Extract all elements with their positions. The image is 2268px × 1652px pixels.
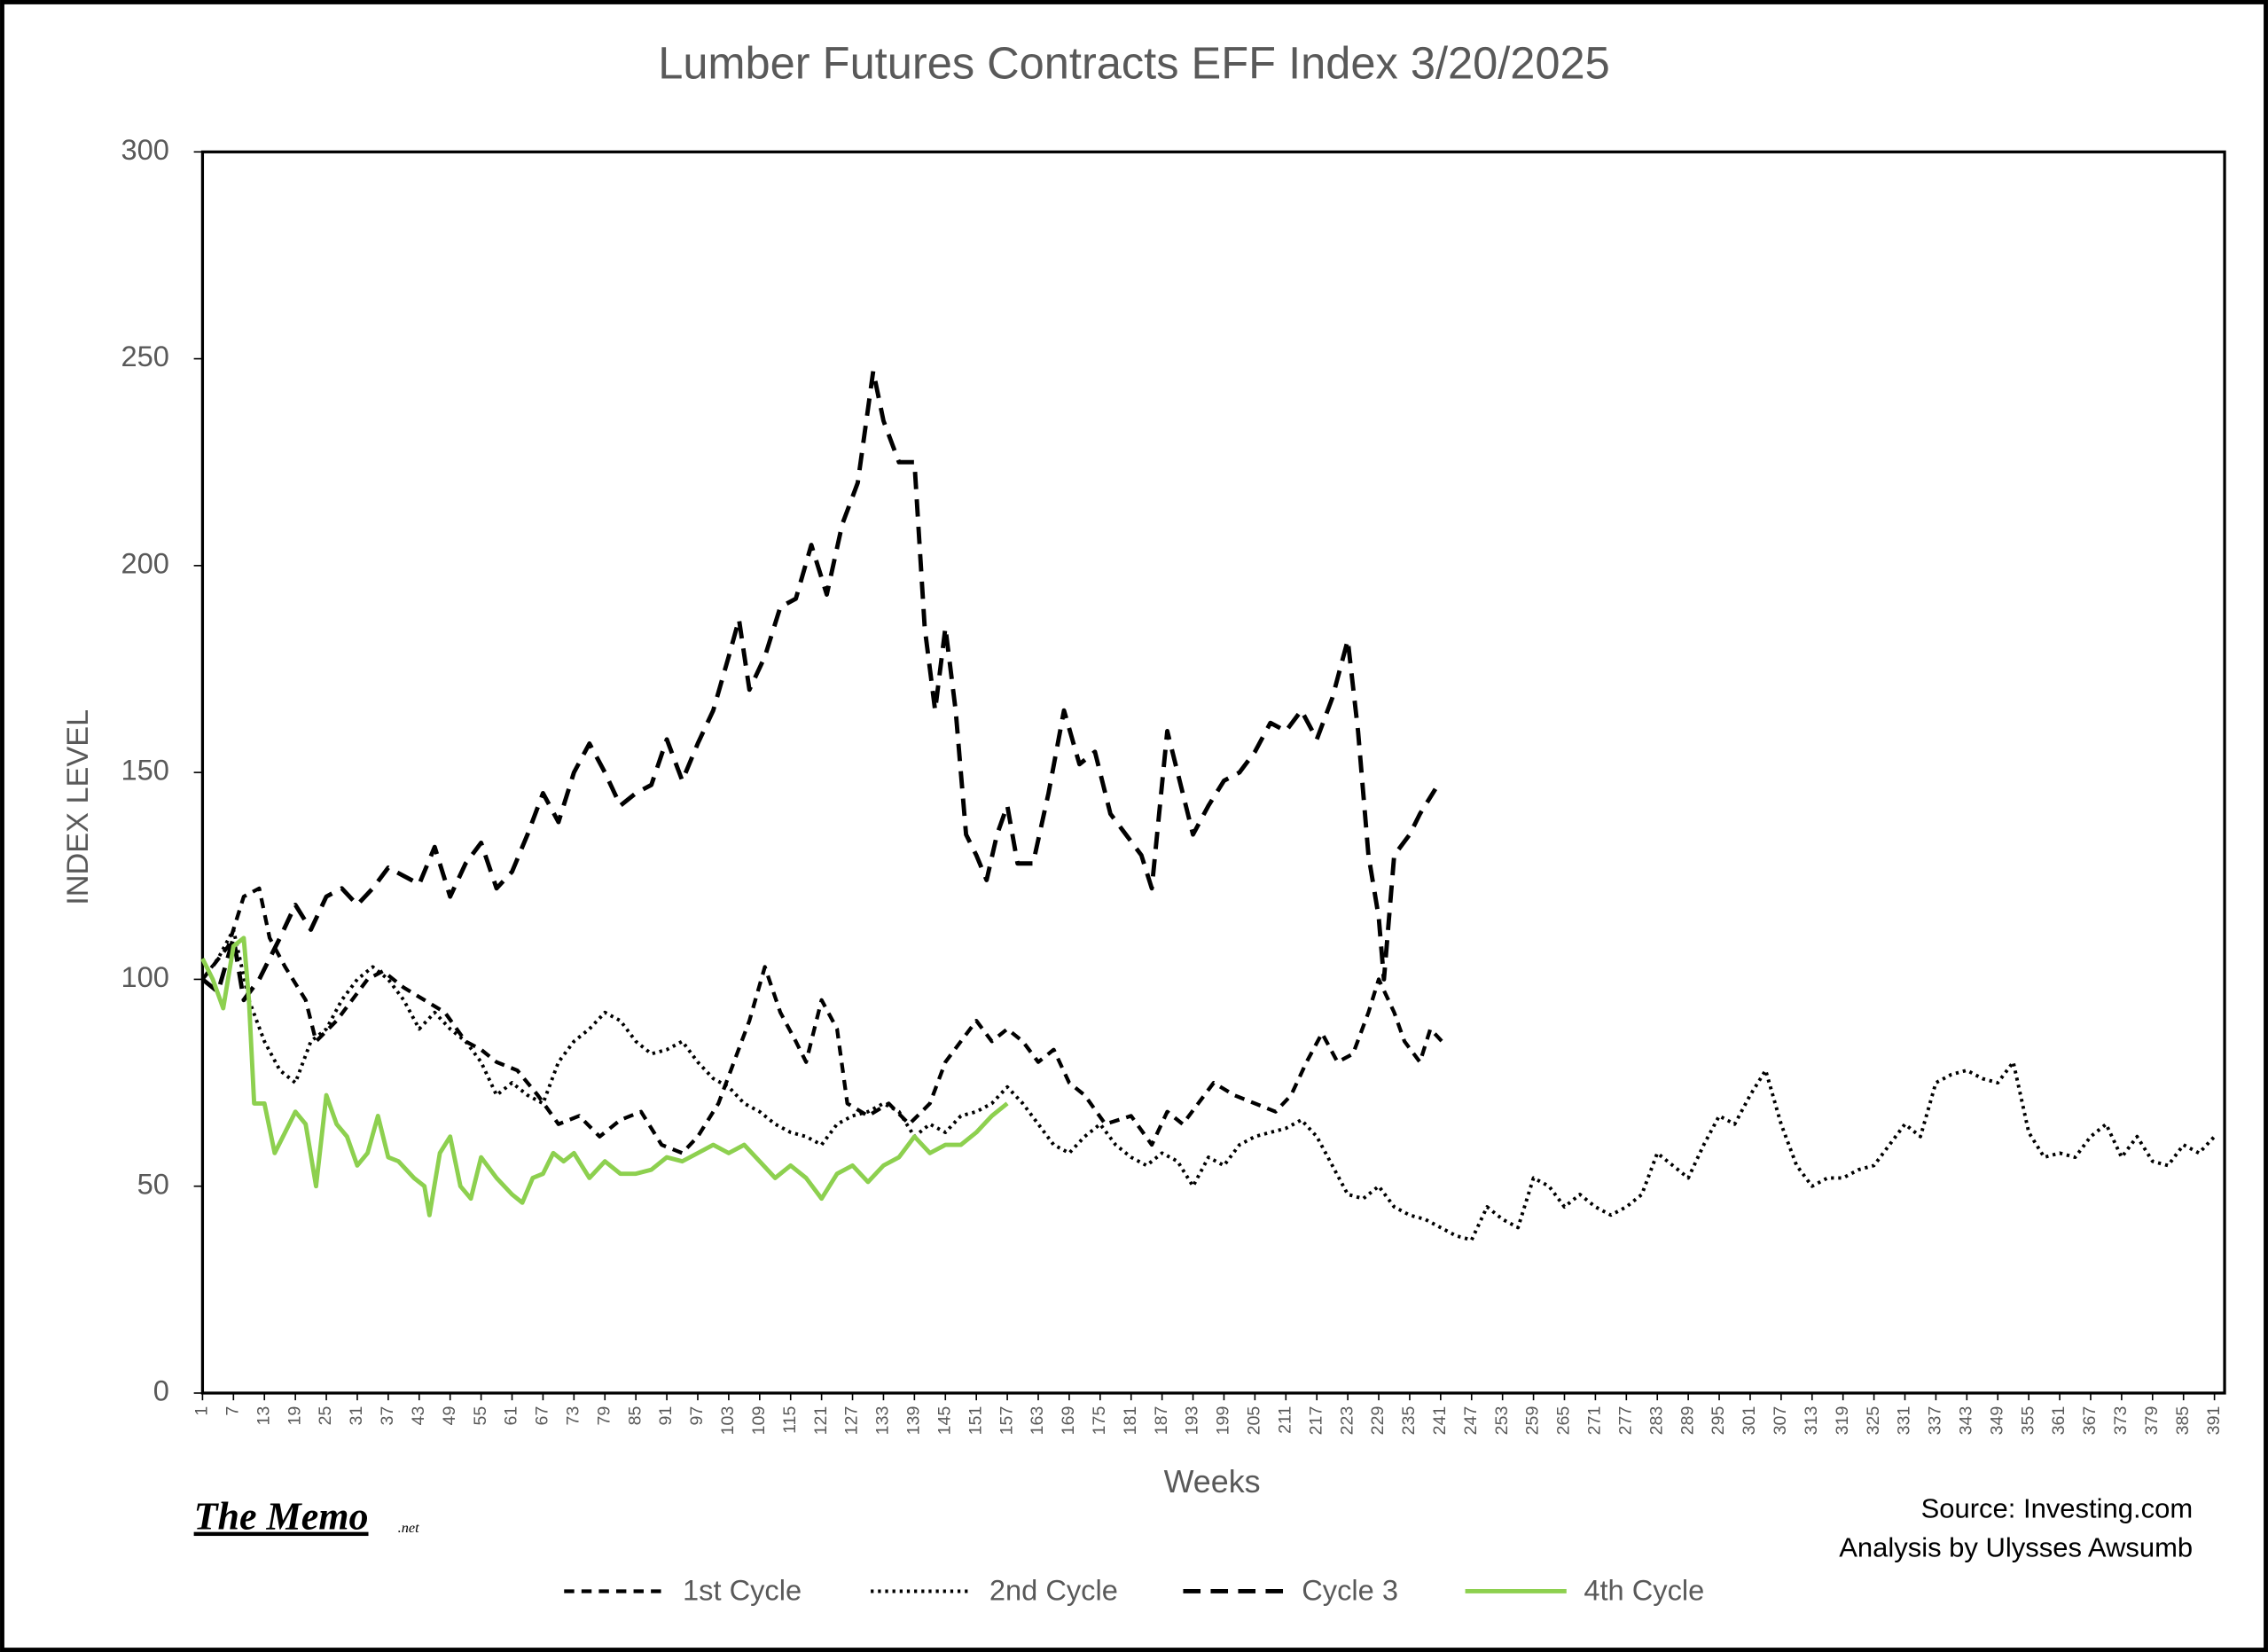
x-tick-label: 223 — [1337, 1406, 1357, 1436]
x-tick-label: 85 — [625, 1406, 645, 1426]
x-tick-label: 73 — [564, 1406, 583, 1426]
series-line — [200, 886, 1448, 1155]
x-tick-label: 295 — [1709, 1406, 1728, 1436]
x-tick-label: 133 — [873, 1406, 893, 1436]
brand: The Memo — [194, 1495, 369, 1538]
x-tick-label: 43 — [409, 1406, 428, 1426]
legend-label: 1st Cycle — [683, 1574, 802, 1607]
x-tick-label: 115 — [780, 1406, 800, 1434]
y-tick-label: 250 — [121, 340, 168, 372]
x-tick-label: 241 — [1430, 1406, 1450, 1436]
x-tick-label: 355 — [2018, 1406, 2037, 1436]
x-tick-label: 175 — [1090, 1406, 1109, 1436]
chart-title: Lumber Futures Contracts EFF Index 3/20/… — [658, 37, 1610, 88]
y-axis-label: INDEX LEVEL — [61, 709, 95, 905]
x-tick-label: 265 — [1554, 1406, 1574, 1436]
y-tick-label: 200 — [121, 546, 168, 579]
x-tick-label: 247 — [1461, 1406, 1481, 1436]
x-tick-label: 217 — [1306, 1406, 1326, 1436]
analysis-note: Analysis by Ulysses Awsumb — [1839, 1531, 2193, 1562]
x-tick-label: 361 — [2049, 1406, 2069, 1436]
series-line — [200, 936, 1009, 1217]
series-line — [200, 928, 2217, 1242]
x-tick-label: 1 — [192, 1406, 212, 1416]
x-tick-label: 337 — [1926, 1406, 1945, 1436]
x-tick-label: 301 — [1740, 1406, 1759, 1436]
x-tick-label: 37 — [378, 1406, 397, 1426]
x-tick-label: 157 — [997, 1406, 1016, 1436]
x-tick-label: 139 — [904, 1406, 924, 1436]
x-tick-label: 199 — [1214, 1406, 1233, 1436]
x-tick-label: 79 — [594, 1406, 614, 1426]
y-tick-label: 50 — [137, 1167, 169, 1200]
x-tick-label: 169 — [1059, 1406, 1078, 1436]
x-tick-label: 25 — [316, 1406, 335, 1426]
y-tick-label: 100 — [121, 960, 168, 993]
x-tick-label: 253 — [1492, 1406, 1512, 1436]
x-tick-label: 211 — [1275, 1406, 1294, 1434]
x-tick-label: 187 — [1152, 1406, 1171, 1436]
x-tick-label: 127 — [842, 1406, 862, 1436]
brand-suffix: .net — [398, 1519, 419, 1536]
y-tick-label: 0 — [153, 1374, 169, 1407]
x-tick-label: 13 — [254, 1406, 273, 1426]
x-tick-label: 373 — [2111, 1406, 2131, 1436]
x-tick-label: 109 — [749, 1406, 769, 1436]
x-tick-label: 103 — [718, 1406, 738, 1436]
y-tick-label: 300 — [121, 133, 168, 166]
x-tick-label: 349 — [1987, 1406, 2006, 1436]
x-tick-label: 229 — [1368, 1406, 1388, 1436]
x-tick-label: 49 — [440, 1406, 459, 1426]
x-tick-label: 259 — [1523, 1406, 1543, 1436]
x-tick-label: 31 — [347, 1406, 366, 1426]
series-line — [200, 369, 1438, 1003]
x-tick-label: 367 — [2080, 1406, 2100, 1436]
x-tick-label: 235 — [1399, 1406, 1419, 1436]
x-axis-label: Weeks — [1164, 1464, 1261, 1499]
x-tick-label: 379 — [2142, 1406, 2162, 1436]
y-tick-label: 150 — [121, 754, 168, 787]
x-tick-label: 283 — [1646, 1406, 1666, 1436]
x-tick-label: 181 — [1121, 1406, 1140, 1436]
x-tick-label: 385 — [2173, 1406, 2193, 1436]
x-tick-label: 145 — [935, 1406, 954, 1436]
x-tick-label: 307 — [1771, 1406, 1790, 1436]
x-tick-label: 271 — [1585, 1406, 1605, 1436]
x-tick-label: 193 — [1183, 1406, 1202, 1436]
x-tick-label: 121 — [811, 1406, 831, 1436]
x-tick-label: 55 — [471, 1406, 490, 1426]
x-tick-label: 289 — [1678, 1406, 1697, 1436]
x-tick-label: 7 — [223, 1406, 242, 1416]
x-tick-label: 67 — [533, 1406, 552, 1426]
legend-label: 2nd Cycle — [989, 1574, 1118, 1607]
x-tick-label: 97 — [687, 1406, 707, 1426]
legend-label: Cycle 3 — [1302, 1574, 1398, 1607]
x-tick-label: 313 — [1802, 1406, 1821, 1436]
x-tick-label: 277 — [1615, 1406, 1635, 1436]
source-note: Source: Investing.com — [1921, 1492, 2194, 1523]
x-tick-label: 19 — [285, 1406, 304, 1426]
x-tick-label: 391 — [2204, 1406, 2224, 1436]
x-tick-label: 205 — [1245, 1406, 1264, 1436]
x-tick-label: 319 — [1833, 1406, 1852, 1436]
x-tick-label: 325 — [1864, 1406, 1883, 1436]
x-tick-label: 343 — [1957, 1406, 1976, 1436]
x-tick-label: 331 — [1895, 1406, 1914, 1436]
x-tick-label: 91 — [656, 1406, 676, 1426]
x-tick-label: 61 — [502, 1406, 521, 1426]
x-tick-label: 151 — [966, 1406, 985, 1436]
legend-label: 4th Cycle — [1584, 1574, 1704, 1607]
x-tick-label: 163 — [1028, 1406, 1047, 1436]
